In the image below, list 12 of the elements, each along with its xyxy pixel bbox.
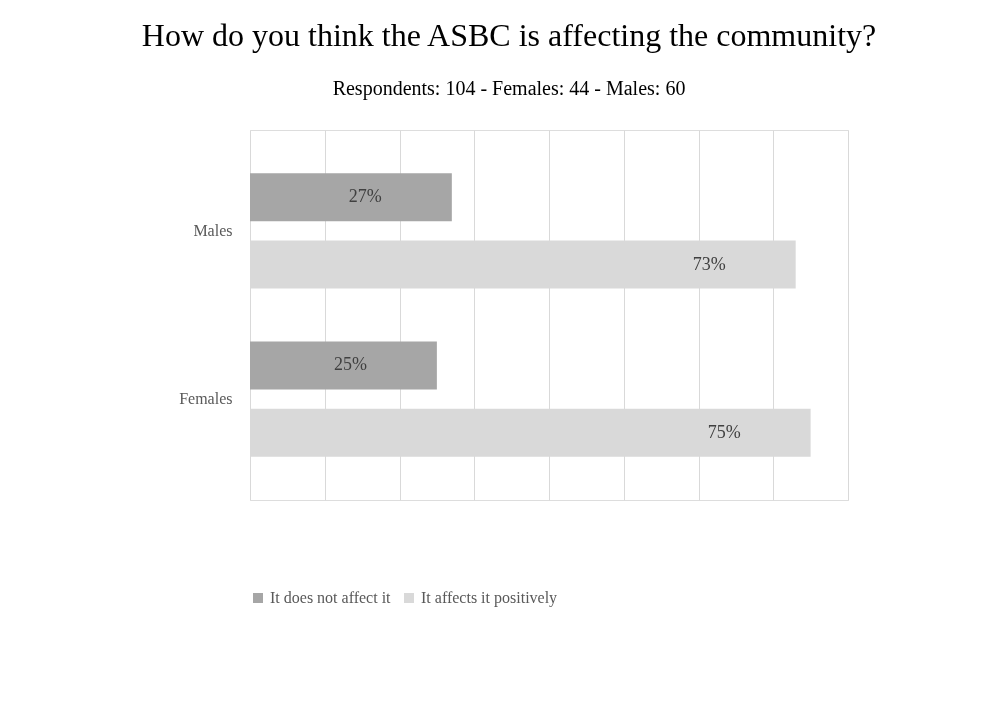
y-tick-label: Males [193, 221, 233, 239]
bar [250, 173, 452, 222]
legend-label: It affects it positively [421, 589, 558, 607]
chart-title: How do you think the ASBC is affecting the community? [141, 17, 877, 53]
data-label: 75% [707, 421, 741, 442]
data-label: 27% [348, 186, 382, 207]
legend-label: It does not affect it [270, 589, 392, 606]
bar [250, 341, 437, 390]
data-label: 73% [692, 253, 726, 274]
y-tick-label: Females [179, 390, 233, 408]
chart-subtitle: Respondents: 104 - Females: 44 - Males: 60 [332, 77, 686, 100]
data-label: 25% [333, 354, 367, 375]
